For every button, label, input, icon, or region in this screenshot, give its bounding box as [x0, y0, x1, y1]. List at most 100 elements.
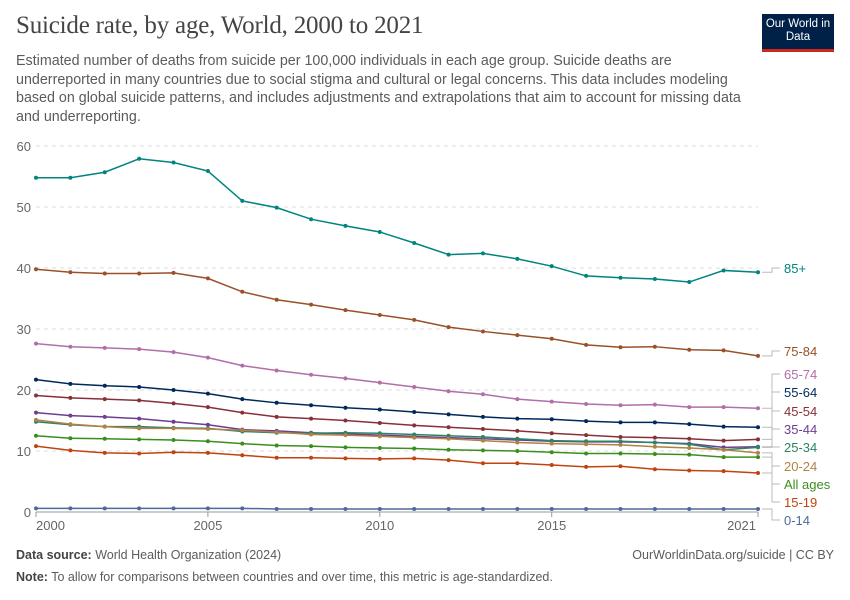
data-point — [446, 458, 451, 463]
data-point — [68, 436, 73, 441]
series-label: All ages — [784, 477, 831, 492]
chart-title: Suicide rate, by age, World, 2000 to 202… — [16, 12, 424, 39]
data-point — [687, 347, 692, 352]
data-point — [412, 506, 417, 511]
data-point — [756, 406, 760, 411]
data-point — [171, 506, 176, 511]
data-point — [618, 451, 623, 456]
data-point — [34, 506, 38, 511]
data-point — [618, 403, 623, 408]
data-point — [549, 450, 554, 455]
data-point — [137, 451, 142, 456]
data-point — [584, 464, 589, 469]
data-point — [377, 420, 382, 425]
data-point — [377, 380, 382, 385]
data-point — [68, 448, 73, 453]
data-point — [549, 441, 554, 446]
data-point — [446, 412, 451, 417]
data-point — [412, 240, 417, 245]
data-point — [34, 377, 38, 382]
data-point — [446, 433, 451, 438]
data-point — [687, 405, 692, 410]
data-point — [171, 350, 176, 355]
data-point — [34, 433, 38, 438]
data-point — [377, 434, 382, 439]
data-point — [412, 435, 417, 440]
y-tick-label: 0 — [24, 505, 31, 520]
data-point — [515, 428, 520, 433]
data-point — [584, 442, 589, 447]
data-point — [446, 447, 451, 452]
data-point — [446, 389, 451, 394]
data-point — [480, 251, 485, 256]
y-tick-label: 40 — [17, 261, 31, 276]
data-point — [343, 506, 348, 511]
data-point — [68, 422, 73, 427]
label-connector — [762, 391, 780, 428]
data-point — [240, 363, 245, 368]
data-point — [137, 416, 142, 421]
owid-logo[interactable]: Our World in Data — [762, 14, 834, 52]
data-point — [618, 345, 623, 350]
data-point — [480, 448, 485, 453]
data-point — [756, 425, 760, 430]
data-point — [205, 427, 210, 432]
data-point — [412, 423, 417, 428]
data-point — [515, 440, 520, 445]
data-point — [34, 410, 38, 415]
data-point — [102, 271, 107, 276]
data-point — [377, 407, 382, 412]
data-point — [721, 348, 726, 353]
data-point — [480, 461, 485, 466]
x-tick-label: 2005 — [193, 518, 222, 533]
source-url[interactable]: OurWorldinData.org/suicide | CC BY — [632, 548, 834, 562]
data-point — [205, 276, 210, 281]
data-point — [446, 325, 451, 330]
data-point — [618, 464, 623, 469]
data-point — [343, 418, 348, 423]
data-point — [721, 506, 726, 511]
data-point — [687, 436, 692, 441]
data-point — [68, 381, 73, 386]
data-point — [205, 422, 210, 427]
data-point — [687, 506, 692, 511]
data-point — [343, 456, 348, 461]
data-point — [309, 506, 314, 511]
series-line-20-24 — [35, 419, 759, 454]
data-point — [687, 442, 692, 447]
x-tick-label: 2021 — [727, 518, 756, 533]
x-tick-label: 2000 — [36, 518, 65, 533]
data-point — [205, 450, 210, 455]
data-point — [240, 397, 245, 402]
data-point — [756, 450, 760, 455]
y-tick-label: 50 — [17, 200, 31, 215]
data-point — [137, 271, 142, 276]
data-point — [549, 399, 554, 404]
y-tick-label: 60 — [17, 139, 31, 154]
x-tick-label: 2010 — [365, 518, 394, 533]
data-point — [171, 450, 176, 455]
data-point — [515, 449, 520, 453]
data-point — [756, 506, 760, 511]
data-point — [480, 438, 485, 443]
data-point — [756, 353, 760, 358]
data-point — [480, 427, 485, 432]
data-point — [240, 506, 245, 511]
data-point — [549, 264, 554, 269]
label-connector — [762, 508, 780, 521]
data-point — [343, 445, 348, 450]
data-point — [652, 440, 657, 445]
data-point — [652, 435, 657, 440]
data-point — [584, 506, 589, 511]
series-line-0-14 — [36, 507, 758, 510]
data-point — [102, 506, 107, 511]
series-line-45-54 — [35, 394, 759, 442]
data-point — [446, 506, 451, 511]
data-point — [240, 410, 245, 415]
data-source: Data source: World Health Organization (… — [16, 548, 281, 562]
data-point — [549, 506, 554, 511]
data-point — [274, 205, 279, 210]
data-point — [652, 506, 657, 511]
data-point — [721, 268, 726, 273]
